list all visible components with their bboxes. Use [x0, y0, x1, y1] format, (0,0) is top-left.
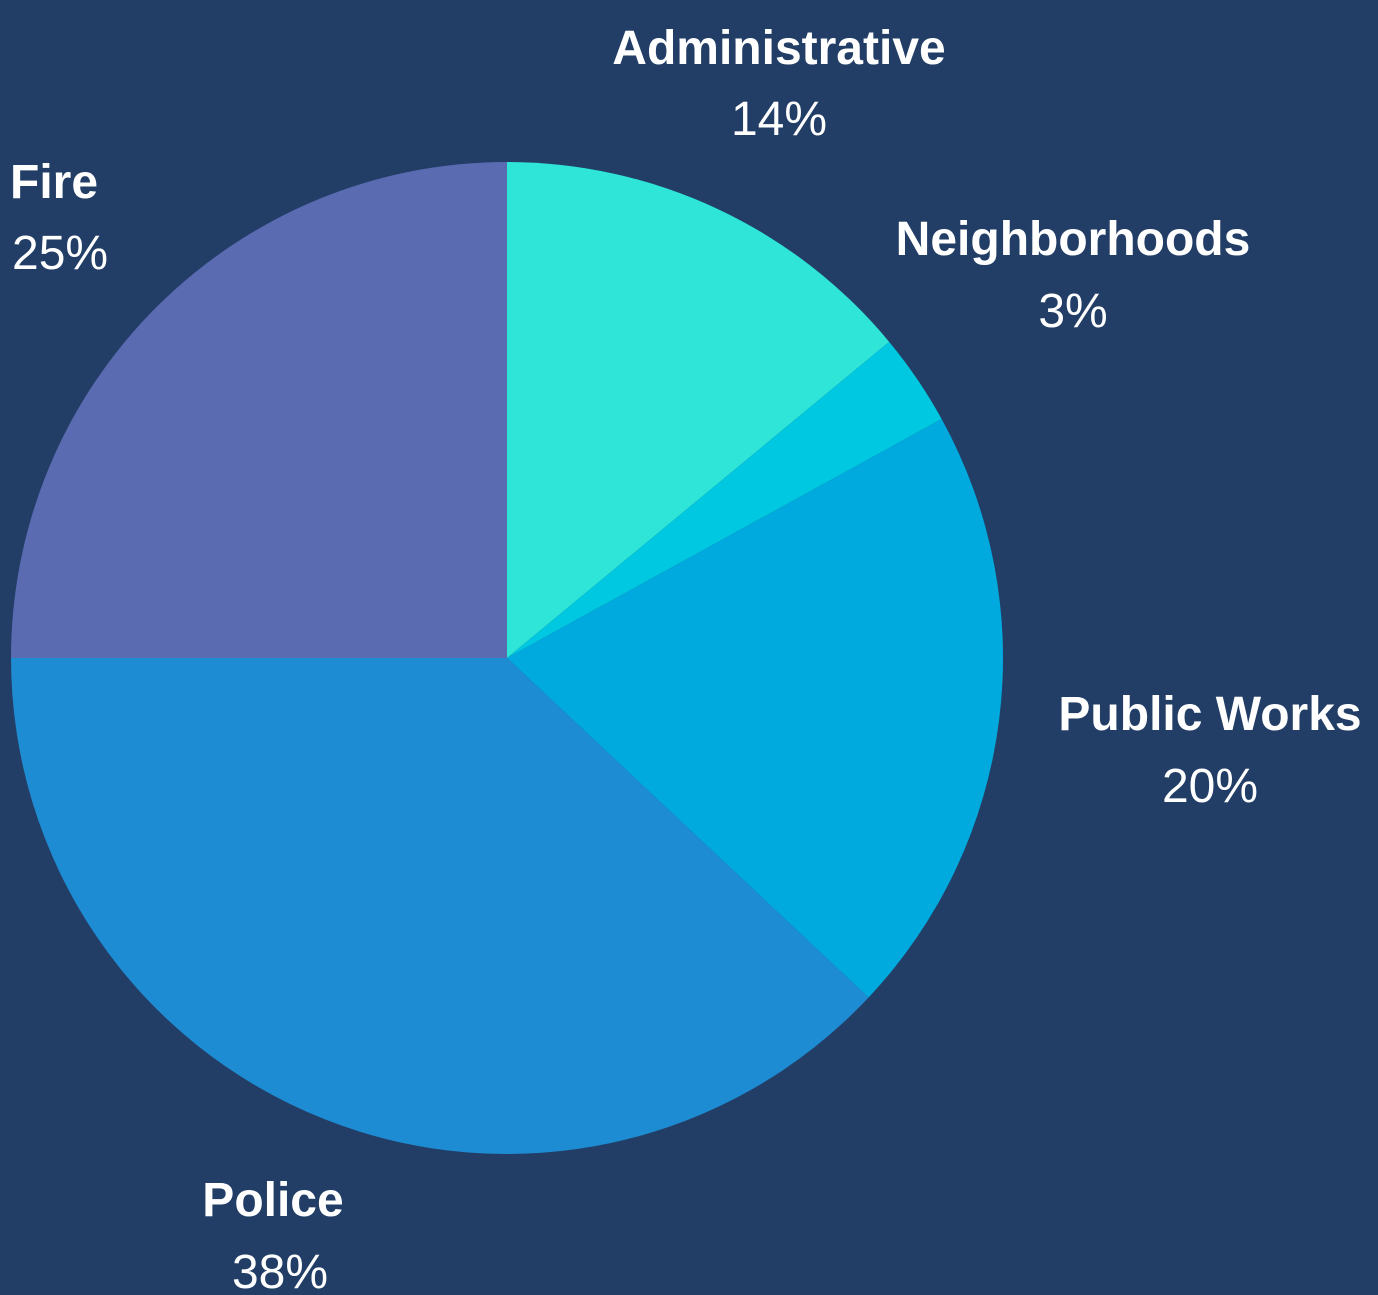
slice-value-fire: 25% [12, 227, 108, 280]
slice-value-public-works: 20% [1162, 760, 1258, 813]
pie-slices [11, 162, 1004, 1155]
slice-value-administrative: 14% [731, 93, 827, 146]
slice-name-neighborhoods: Neighborhoods [896, 213, 1251, 266]
slice-name-public-works: Public Works [1058, 688, 1361, 741]
pie-slice-administrative [507, 162, 890, 658]
pie-slice-public-works [507, 419, 1004, 998]
slice-label-neighborhoods: Neighborhoods 3% [896, 213, 1251, 338]
pie-slice-police [11, 658, 869, 1155]
slice-label-public-works: Public Works 20% [1058, 688, 1361, 813]
pie-slice-fire [11, 162, 507, 658]
slice-value-police: 38% [232, 1246, 328, 1295]
slice-label-police: Police 38% [202, 1174, 343, 1295]
slice-value-neighborhoods: 3% [1038, 285, 1107, 338]
slice-label-administrative: Administrative 14% [612, 22, 945, 146]
slice-name-police: Police [202, 1174, 343, 1227]
pie-slice-neighborhoods [507, 341, 942, 658]
slice-name-administrative: Administrative [612, 22, 945, 75]
slice-label-fire: Fire 25% [10, 156, 108, 280]
slice-name-fire: Fire [10, 156, 98, 209]
